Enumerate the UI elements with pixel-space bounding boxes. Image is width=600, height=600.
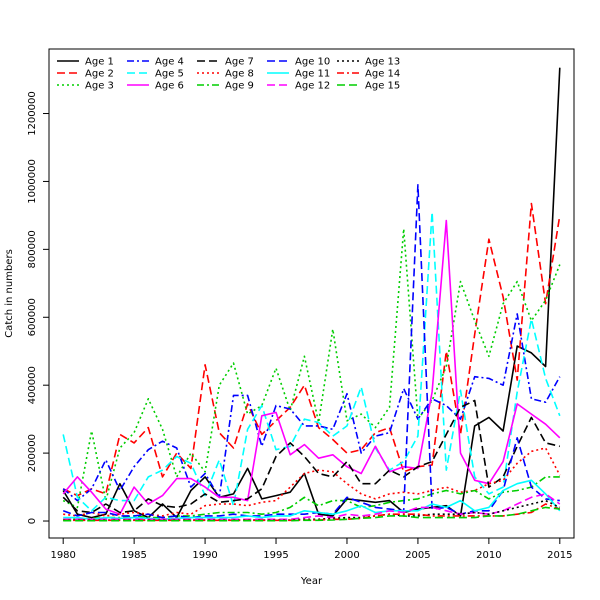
x-tick-label: 1995	[263, 550, 288, 561]
legend-item-age-12: Age 12	[267, 81, 330, 92]
legend-label: Age 15	[365, 81, 400, 92]
legend-item-age-2: Age 2	[57, 69, 114, 80]
legend-label: Age 3	[85, 81, 114, 92]
legend-item-age-5: Age 5	[127, 69, 184, 80]
legend-label: Age 13	[365, 57, 400, 68]
y-axis-label: Catch in numbers	[4, 249, 15, 338]
x-tick-label: 2010	[476, 550, 501, 561]
y-tick-label: 800000	[27, 230, 38, 268]
series-line-age-1	[62, 67, 561, 519]
legend-label: Age 12	[295, 81, 330, 92]
series-line-age-7	[62, 399, 560, 514]
legend-label: Age 4	[155, 57, 184, 68]
y-tick-label: 200000	[27, 434, 38, 472]
series-line-age-4	[62, 313, 561, 502]
legend-item-age-3: Age 3	[57, 81, 114, 92]
x-tick-label: 2000	[334, 550, 359, 561]
x-axis-label: Year	[300, 576, 323, 587]
legend-item-age-7: Age 7	[197, 57, 254, 68]
legend-item-age-11: Age 11	[267, 69, 330, 80]
series-line-age-8	[63, 447, 561, 517]
series-line-age-15	[63, 506, 560, 522]
x-tick-label: 2005	[405, 550, 430, 561]
legend-item-age-4: Age 4	[127, 57, 184, 68]
legend-item-age-15: Age 15	[337, 81, 400, 92]
legend-item-age-6: Age 6	[127, 81, 184, 92]
legend-label: Age 14	[365, 69, 400, 80]
series-line-age-11	[63, 479, 561, 521]
x-tick-label: 1990	[192, 550, 217, 561]
legend-label: Age 8	[225, 69, 254, 80]
x-axis: 1980 1985 1990 1995 2000 2005 2010 2015	[50, 538, 573, 561]
series-line-age-3	[62, 228, 561, 509]
legend-label: Age 9	[225, 81, 254, 92]
x-tick-label: 1980	[50, 550, 75, 561]
y-tick-label: 1200000	[27, 91, 38, 136]
legend-item-age-8: Age 8	[197, 69, 254, 80]
legend-label: Age 5	[155, 69, 184, 80]
x-tick-label: 2015	[547, 550, 572, 561]
legend-label: Age 6	[155, 81, 184, 92]
series-line-age-9	[63, 476, 560, 521]
y-tick-label: 400000	[27, 366, 38, 404]
y-axis: 0 200000 400000 600000 800000 1000000 1200000	[27, 91, 49, 524]
legend-label: Age 11	[295, 69, 330, 80]
legend-label: Age 2	[85, 69, 114, 80]
y-tick-label: 1000000	[27, 159, 38, 204]
x-tick-label: 1985	[121, 550, 146, 561]
y-tick-label: 600000	[27, 298, 38, 336]
legend-label: Age 7	[225, 57, 254, 68]
legend-label: Age 10	[295, 57, 330, 68]
legend-item-age-10: Age 10	[267, 57, 330, 68]
legend-item-age-13: Age 13	[337, 57, 400, 68]
series-lines	[62, 67, 561, 522]
y-tick-label: 0	[27, 518, 38, 524]
legend-label: Age 1	[85, 57, 114, 68]
legend-item-age-14: Age 14	[337, 69, 400, 80]
plot-frame	[48, 48, 575, 539]
legend-item-age-9: Age 9	[197, 81, 254, 92]
series-line-age-2	[62, 202, 561, 497]
legend-item-age-1: Age 1	[57, 57, 114, 68]
